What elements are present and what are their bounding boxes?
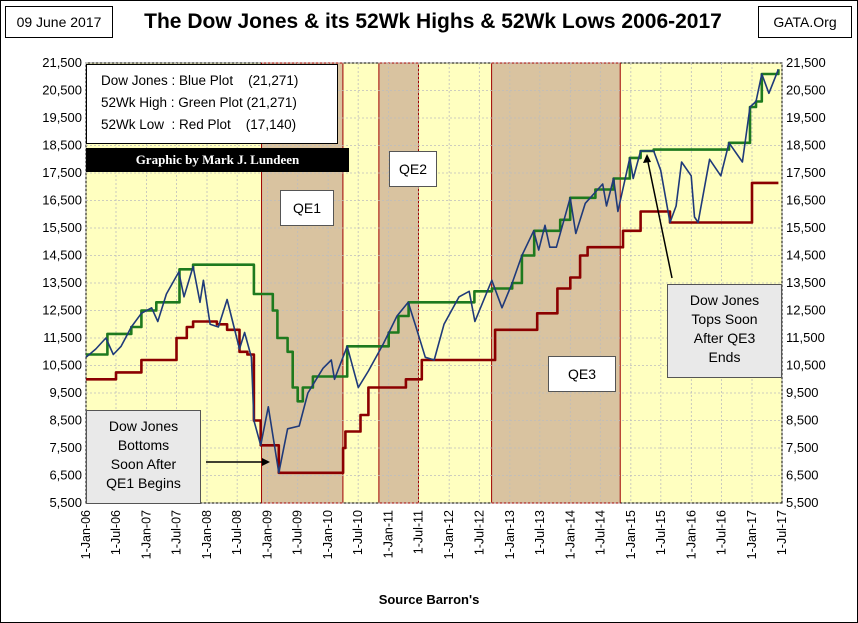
y-tick-label-right: 12,500 bbox=[786, 303, 826, 318]
y-tick-label-left: 18,500 bbox=[42, 138, 82, 153]
x-tick-label: 1-Jul-14 bbox=[593, 510, 607, 555]
y-tick-label-left: 11,500 bbox=[43, 330, 82, 345]
y-tick-label-left: 10,500 bbox=[42, 358, 82, 373]
y-tick-label-right: 11,500 bbox=[786, 330, 825, 345]
qe3-label: QE3 bbox=[548, 356, 616, 392]
legend-low: 52Wk Low : Red Plot (17,140) bbox=[101, 117, 297, 132]
low-line bbox=[86, 181, 779, 475]
x-tick-label: 1-Jan-12 bbox=[442, 510, 456, 559]
credit-banner: Graphic by Mark J. Lundeen bbox=[86, 148, 349, 172]
dow-line bbox=[85, 69, 780, 474]
x-tick-label: 1-Jan-15 bbox=[624, 510, 638, 559]
x-tick-label: 1-Jul-13 bbox=[533, 510, 547, 555]
x-tick-label: 1-Jul-07 bbox=[170, 510, 184, 555]
top-callout-line: After QE3 bbox=[693, 330, 756, 346]
y-tick-label-left: 16,500 bbox=[42, 193, 82, 208]
x-tick-label: 1-Jan-09 bbox=[261, 510, 275, 559]
y-tick-label-left: 17,500 bbox=[42, 165, 82, 180]
x-tick-label: 1-Jan-14 bbox=[563, 510, 577, 559]
x-tick-label: 1-Jan-13 bbox=[503, 510, 517, 559]
bottom-callout: Dow Jones Bottoms Soon After QE1 Begins bbox=[86, 410, 201, 504]
x-tick-label: 1-Jul-08 bbox=[230, 510, 244, 555]
y-tick-label-right: 7,500 bbox=[786, 440, 819, 455]
x-tick-label: 1-Jul-15 bbox=[654, 510, 668, 555]
y-tick-label-left: 12,500 bbox=[42, 303, 82, 318]
top-callout-line: Ends bbox=[708, 349, 741, 365]
chart-title: The Dow Jones & its 52Wk Highs & 52Wk Lo… bbox=[144, 10, 722, 33]
top-callout-arrow bbox=[647, 161, 673, 279]
y-tick-label-left: 20,500 bbox=[42, 83, 82, 98]
y-tick-label-left: 19,500 bbox=[42, 110, 82, 125]
y-tick-label-right: 16,500 bbox=[786, 193, 826, 208]
site-label: GATA.Org bbox=[758, 6, 852, 38]
x-tick-label: 1-Jan-10 bbox=[321, 510, 335, 559]
x-tick-label: 1-Jan-11 bbox=[382, 510, 396, 558]
x-tick-label: 1-Jan-16 bbox=[684, 510, 698, 559]
legend-high: 52Wk High : Green Plot (21,271) bbox=[101, 95, 297, 110]
y-tick-label-right: 19,500 bbox=[786, 110, 826, 125]
legend-box: Dow Jones : Blue Plot (21,271) 52Wk High… bbox=[86, 64, 338, 144]
y-tick-label-right: 15,500 bbox=[786, 220, 826, 235]
y-tick-label-left: 15,500 bbox=[42, 220, 82, 235]
bottom-callout-line: Soon After bbox=[110, 456, 177, 472]
y-tick-label-left: 21,500 bbox=[42, 55, 82, 70]
bottom-callout-line: Bottoms bbox=[117, 437, 170, 453]
y-tick-label-right: 14,500 bbox=[786, 248, 826, 263]
y-tick-label-right: 17,500 bbox=[786, 165, 826, 180]
x-tick-label: 1-Jul-17 bbox=[775, 510, 789, 555]
y-tick-label-left: 6,500 bbox=[49, 468, 82, 483]
y-tick-label-right: 20,500 bbox=[786, 83, 826, 98]
y-tick-label-right: 9,500 bbox=[786, 385, 819, 400]
y-tick-label-right: 6,500 bbox=[786, 468, 819, 483]
y-tick-label-right: 21,500 bbox=[786, 55, 826, 70]
x-tick-label: 1-Jul-06 bbox=[109, 510, 123, 555]
bottom-callout-arrowhead bbox=[262, 458, 270, 466]
top-callout-line: Dow Jones bbox=[689, 292, 760, 308]
y-tick-label-left: 13,500 bbox=[42, 275, 82, 290]
x-tick-label: 1-Jul-11 bbox=[412, 510, 426, 554]
x-axis-label: Source Barron's bbox=[378, 592, 480, 607]
x-tick-label: 1-Jul-12 bbox=[472, 510, 486, 555]
x-tick-label: 1-Jan-17 bbox=[745, 510, 759, 559]
y-tick-label-right: 5,500 bbox=[786, 495, 819, 510]
x-tick-label: 1-Jul-09 bbox=[291, 510, 305, 555]
y-tick-label-left: 14,500 bbox=[42, 248, 82, 263]
x-tick-label: 1-Jul-16 bbox=[714, 510, 728, 555]
x-tick-label: 1-Jan-07 bbox=[140, 510, 154, 559]
bottom-callout-line: Dow Jones bbox=[108, 418, 179, 434]
x-tick-label: 1-Jul-10 bbox=[351, 510, 365, 555]
top-callout-arrowhead bbox=[643, 154, 651, 163]
y-tick-label-left: 5,500 bbox=[49, 495, 82, 510]
qe2-label: QE2 bbox=[389, 151, 437, 187]
x-tick-label: 1-Jan-06 bbox=[79, 510, 93, 559]
date-label: 09 June 2017 bbox=[5, 6, 113, 38]
y-tick-label-left: 8,500 bbox=[49, 413, 82, 428]
y-tick-label-right: 10,500 bbox=[786, 358, 826, 373]
qe1-label: QE1 bbox=[280, 190, 334, 226]
y-tick-label-left: 9,500 bbox=[49, 385, 82, 400]
y-tick-label-right: 8,500 bbox=[786, 413, 819, 428]
top-callout-line: Tops Soon bbox=[691, 311, 758, 327]
top-callout: Dow Jones Tops Soon After QE3 Ends bbox=[667, 284, 782, 378]
x-tick-label: 1-Jan-08 bbox=[200, 510, 214, 559]
legend-dow: Dow Jones : Blue Plot (21,271) bbox=[101, 73, 299, 88]
y-tick-label-right: 13,500 bbox=[786, 275, 826, 290]
y-tick-label-left: 7,500 bbox=[49, 440, 82, 455]
y-tick-label-right: 18,500 bbox=[786, 138, 826, 153]
bottom-callout-line: QE1 Begins bbox=[106, 475, 181, 491]
